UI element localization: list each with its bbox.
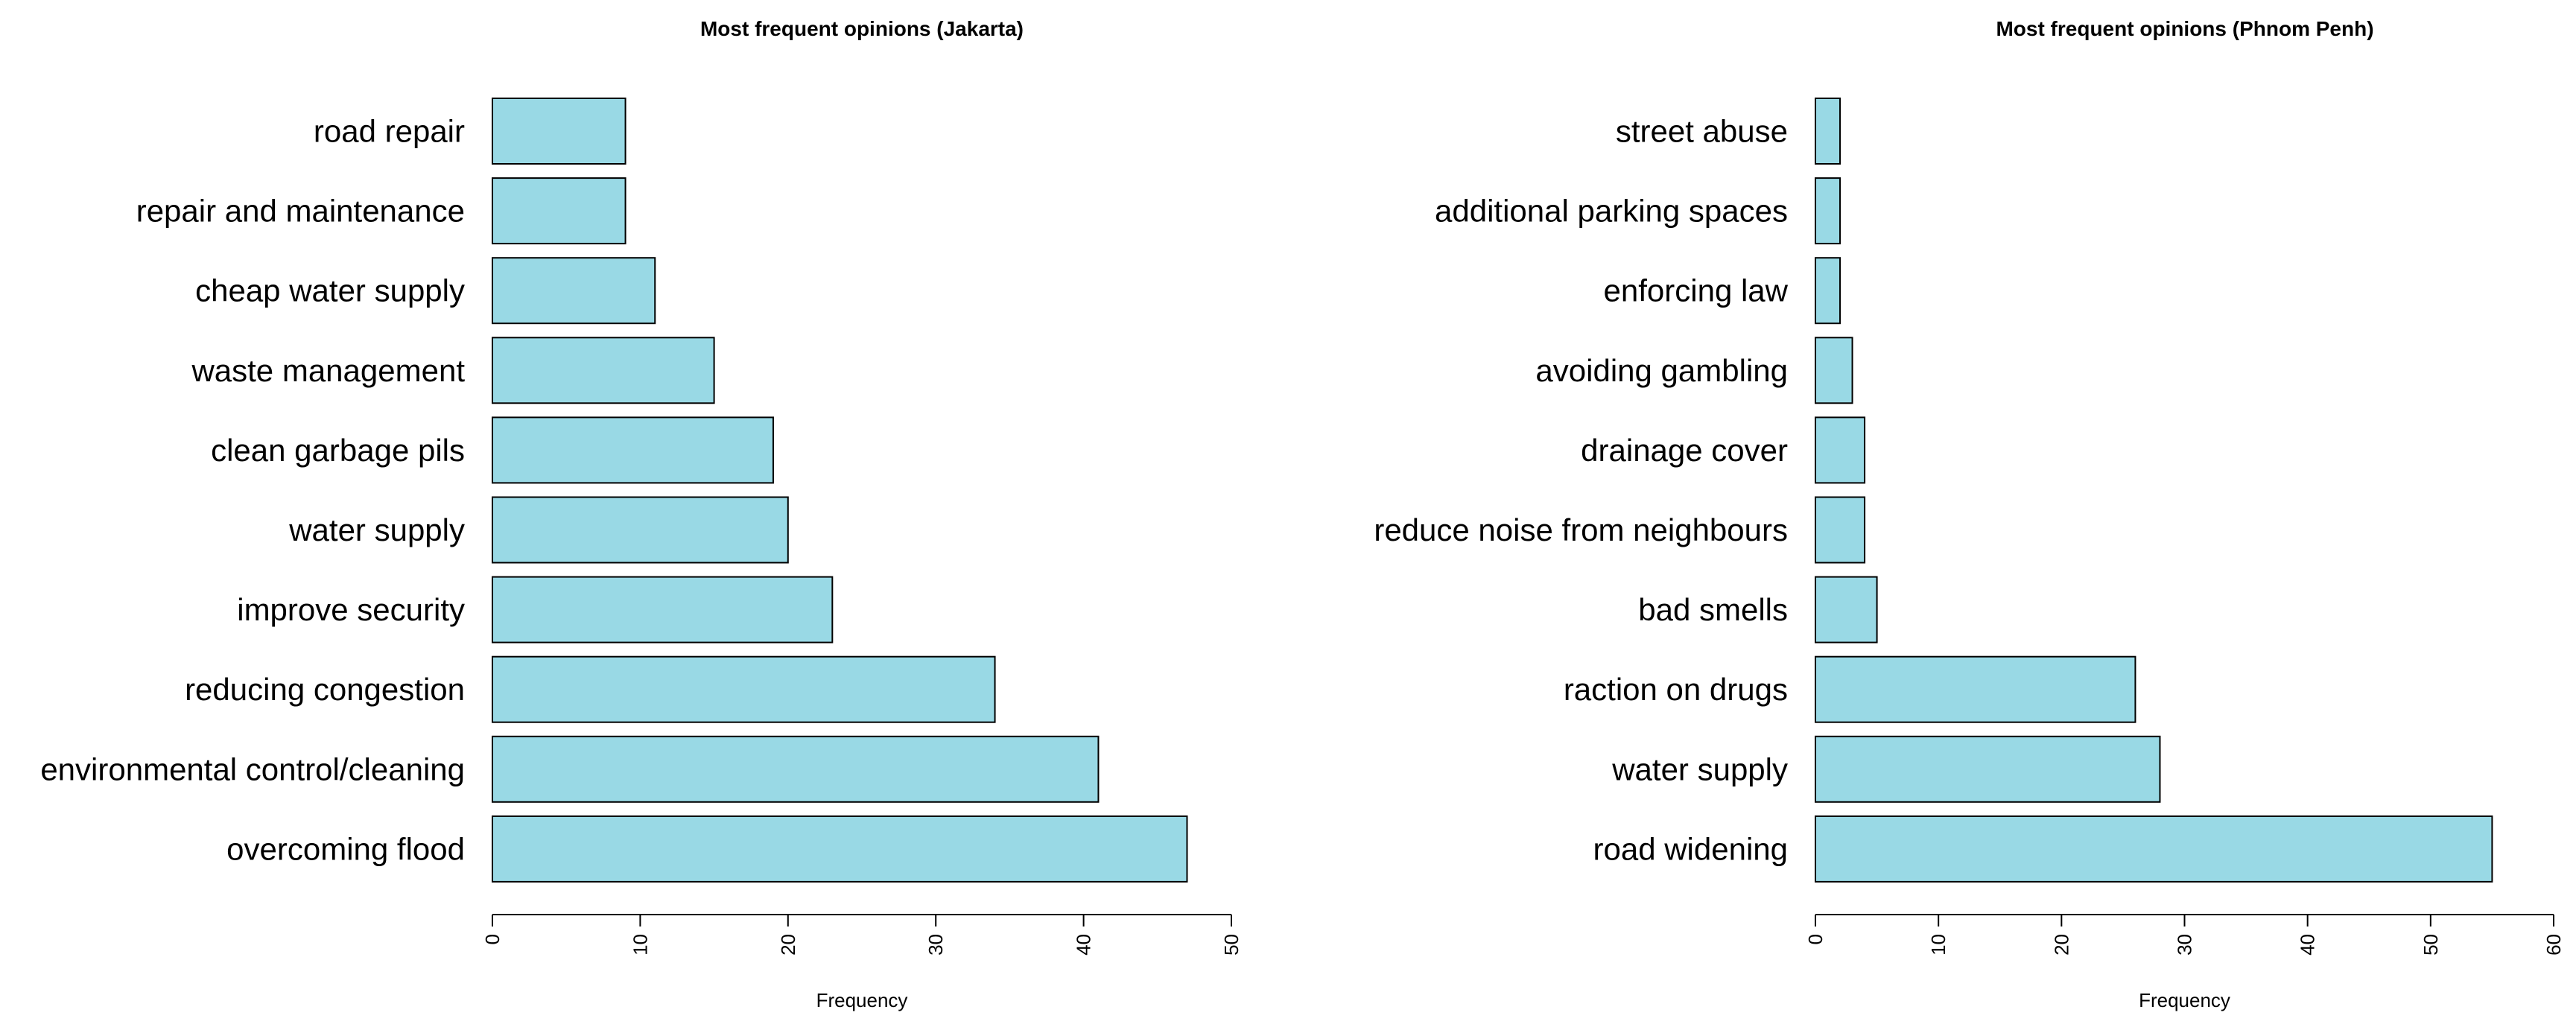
x-tick-label: 30	[2174, 934, 2196, 956]
category-label: improve security	[237, 592, 465, 627]
chart-panel-phnom-penh: Most frequent opinions (Phnom Penh) stree…	[1374, 17, 2565, 1011]
category-label: waste management	[191, 353, 465, 388]
category-label: cheap water supply	[195, 273, 465, 308]
chart-title: Most frequent opinions (Jakarta)	[700, 17, 1024, 40]
bar-raction-on-drugs	[1815, 655, 2136, 723]
x-tick-label: 0	[1804, 934, 1827, 944]
x-tick-label: 10	[629, 934, 651, 956]
category-label: water supply	[1611, 751, 1788, 786]
category-label: reducing congestion	[185, 672, 465, 707]
category-label: additional parking spaces	[1435, 194, 1788, 229]
bar-reduce-noise-from-neighbours	[1815, 496, 1866, 564]
category-label: avoiding gambling	[1535, 353, 1788, 388]
x-tick-label: 10	[1927, 934, 1950, 956]
bar-reducing-congestion	[492, 655, 996, 723]
category-label: road widening	[1593, 831, 1788, 866]
x-tick-label: 30	[924, 934, 947, 956]
bar-road-widening	[1815, 815, 2493, 883]
category-label: drainage cover	[1581, 433, 1788, 468]
category-label: bad smells	[1638, 592, 1788, 627]
bar-bad-smells	[1815, 576, 1878, 643]
bar-road-repair	[492, 98, 626, 165]
x-tick-label: 20	[777, 934, 799, 956]
chart-title: Most frequent opinions (Phnom Penh)	[1996, 17, 2373, 40]
x-tick-label: 50	[2420, 934, 2442, 956]
bar-overcoming-flood	[492, 815, 1188, 883]
category-label: reduce noise from neighbours	[1374, 512, 1788, 547]
category-label: enforcing law	[1604, 273, 1789, 308]
category-label: road repair	[314, 114, 465, 149]
x-tick-label: 60	[2542, 934, 2565, 956]
x-axis-title: Frequency	[2139, 989, 2230, 1011]
category-label: repair and maintenance	[136, 194, 465, 229]
bar-avoiding-gambling	[1815, 337, 1853, 404]
category-label: raction on drugs	[1564, 672, 1788, 707]
category-label: water supply	[288, 512, 465, 547]
chart-panel-jakarta: Most frequent opinions (Jakarta) road rep…	[40, 17, 1243, 1011]
bar-improve-security	[492, 576, 834, 643]
bar-waste-management	[492, 337, 715, 404]
x-axis-title: Frequency	[816, 989, 908, 1011]
x-tick-label: 40	[1073, 934, 1095, 956]
bar-street-abuse	[1815, 98, 1841, 165]
category-label: clean garbage pils	[211, 433, 465, 468]
x-tick-label: 20	[2050, 934, 2072, 956]
category-label: street abuse	[1616, 114, 1788, 149]
bar-clean-garbage-pils	[492, 416, 774, 484]
bar-water-supply	[492, 496, 789, 564]
category-label: environmental control/cleaning	[40, 751, 465, 786]
x-tick-label: 0	[481, 934, 504, 944]
category-label: overcoming flood	[226, 831, 465, 866]
bar-enforcing-law	[1815, 257, 1841, 325]
bar-environmental-control-cleaning	[492, 735, 1100, 803]
x-tick-label: 40	[2297, 934, 2319, 956]
bar-repair-and-maintenance	[492, 177, 626, 245]
bar-water-supply	[1815, 735, 2161, 803]
bar-cheap-water-supply	[492, 257, 656, 325]
x-tick-label: 50	[1220, 934, 1243, 956]
bar-drainage-cover	[1815, 416, 1866, 484]
bar-additional-parking-spaces	[1815, 177, 1841, 245]
